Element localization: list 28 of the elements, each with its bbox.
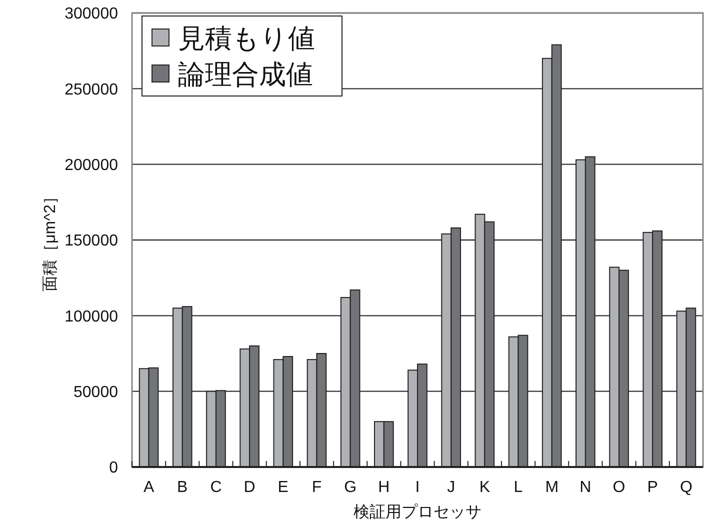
x-axis-title: 検証用プロセッサ — [354, 503, 482, 521]
x-tick-label: D — [244, 479, 256, 496]
x-tick-label: H — [378, 479, 390, 496]
x-tick-label: K — [479, 479, 490, 496]
x-tick-label: M — [545, 479, 559, 496]
y-tick-label: 0 — [109, 460, 118, 477]
y-tick-label: 300000 — [64, 6, 118, 23]
x-tick-label: A — [143, 479, 154, 496]
y-tick-label: 50000 — [74, 384, 118, 401]
x-tick-label: C — [210, 479, 222, 496]
x-tick-label: E — [278, 479, 288, 496]
x-tick-label: O — [612, 479, 626, 496]
x-tick-label: I — [415, 479, 420, 496]
x-tick-label: L — [514, 479, 523, 496]
x-tick-label: N — [580, 479, 592, 496]
x-tick-label: F — [312, 479, 322, 496]
legend-label: 見積もり値 — [178, 24, 315, 54]
x-tick-label: B — [177, 479, 188, 496]
x-tick-label: P — [647, 479, 658, 496]
y-tick-label: 150000 — [64, 232, 118, 250]
y-tick-label: 250000 — [64, 81, 118, 98]
y-tick-label: 100000 — [64, 308, 118, 326]
y-axis-title: 面積［μm^2］ — [42, 188, 59, 292]
y-tick-label: 200000 — [64, 156, 118, 174]
x-tick-label: G — [344, 479, 357, 496]
legend-label: 論理合成値 — [178, 60, 313, 90]
x-tick-label: J — [447, 479, 456, 496]
x-tick-label: Q — [680, 479, 692, 496]
